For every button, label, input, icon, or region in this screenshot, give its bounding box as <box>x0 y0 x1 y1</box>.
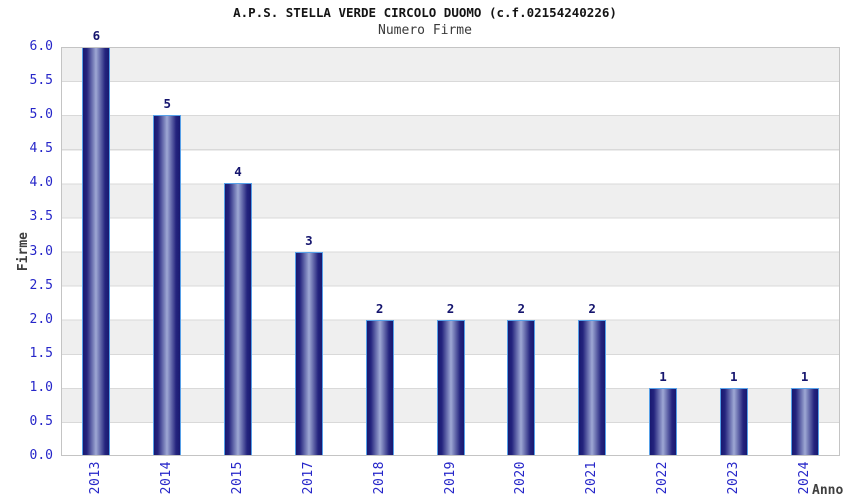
x-tick-label-2024: 2024 <box>796 461 812 495</box>
bar-value-label: 1 <box>800 368 809 384</box>
bar-2021 <box>578 319 607 456</box>
y-tick-label: 3.5 <box>29 209 53 225</box>
bar-2015 <box>224 183 253 456</box>
y-tick-label: 5.5 <box>29 73 53 89</box>
y-tick-label: 2.0 <box>29 311 53 327</box>
bar-2013 <box>82 47 111 456</box>
bar-value-label: 2 <box>446 300 455 316</box>
y-tick-label: 5.0 <box>29 107 53 123</box>
bar-2024 <box>790 387 819 456</box>
y-tick-label: 6.0 <box>29 39 53 54</box>
x-tick-label-2020: 2020 <box>513 461 529 495</box>
bar-2014 <box>153 115 182 456</box>
bar-value-label: 2 <box>588 300 596 316</box>
bar-2022 <box>648 387 677 456</box>
x-tick-label-2022: 2022 <box>654 461 670 495</box>
plot-area: 6 5 4 3 2 2 2 2 1 1 1 <box>61 29 840 456</box>
x-tick-label-2023: 2023 <box>725 461 741 495</box>
x-tick-label-2017: 2017 <box>300 461 316 495</box>
y-tick-label: 4.5 <box>29 141 53 157</box>
bar-value-label: 1 <box>730 368 738 384</box>
bar-2018 <box>365 319 394 456</box>
x-axis-title: Anno <box>812 483 844 498</box>
bar-value-label: 1 <box>659 368 667 384</box>
bar-2017 <box>294 251 323 456</box>
x-tick-label-2014: 2014 <box>159 461 175 495</box>
y-tick-label: 1.0 <box>29 379 53 395</box>
bar-value-label: 2 <box>517 300 526 316</box>
bar-value-label: 6 <box>92 28 101 43</box>
y-tick-label: 2.5 <box>29 277 53 293</box>
bar-2023 <box>719 387 748 456</box>
x-tick-label-2019: 2019 <box>442 461 458 495</box>
y-tick-label: 4.0 <box>29 175 53 191</box>
bar-value-label: 2 <box>375 300 384 316</box>
bar-2019 <box>436 319 465 456</box>
bar-2020 <box>507 319 536 456</box>
y-tick-label: 0.0 <box>29 448 53 463</box>
bar-value-label: 4 <box>234 164 242 180</box>
bar-value-label: 3 <box>305 232 313 248</box>
x-tick-label-2015: 2015 <box>230 461 246 495</box>
y-tick-label: 1.5 <box>29 345 53 361</box>
y-tick-label: 3.0 <box>29 243 53 259</box>
chart-title: A.P.S. STELLA VERDE CIRCOLO DUOMO (c.f.0… <box>233 5 617 20</box>
bar-value-label: 5 <box>163 96 171 112</box>
y-axis-tick-labels: 0.0 0.5 1.0 1.5 2.0 2.5 3.0 3.5 4.0 4.5 5.0 5.5 6.0 <box>0 0 53 500</box>
x-tick-label-2013: 2013 <box>88 461 104 495</box>
chart-subtitle: Numero Firme <box>378 23 472 38</box>
x-tick-label-2021: 2021 <box>584 461 600 495</box>
y-tick-label: 0.5 <box>29 413 53 429</box>
x-tick-label-2018: 2018 <box>371 461 387 495</box>
